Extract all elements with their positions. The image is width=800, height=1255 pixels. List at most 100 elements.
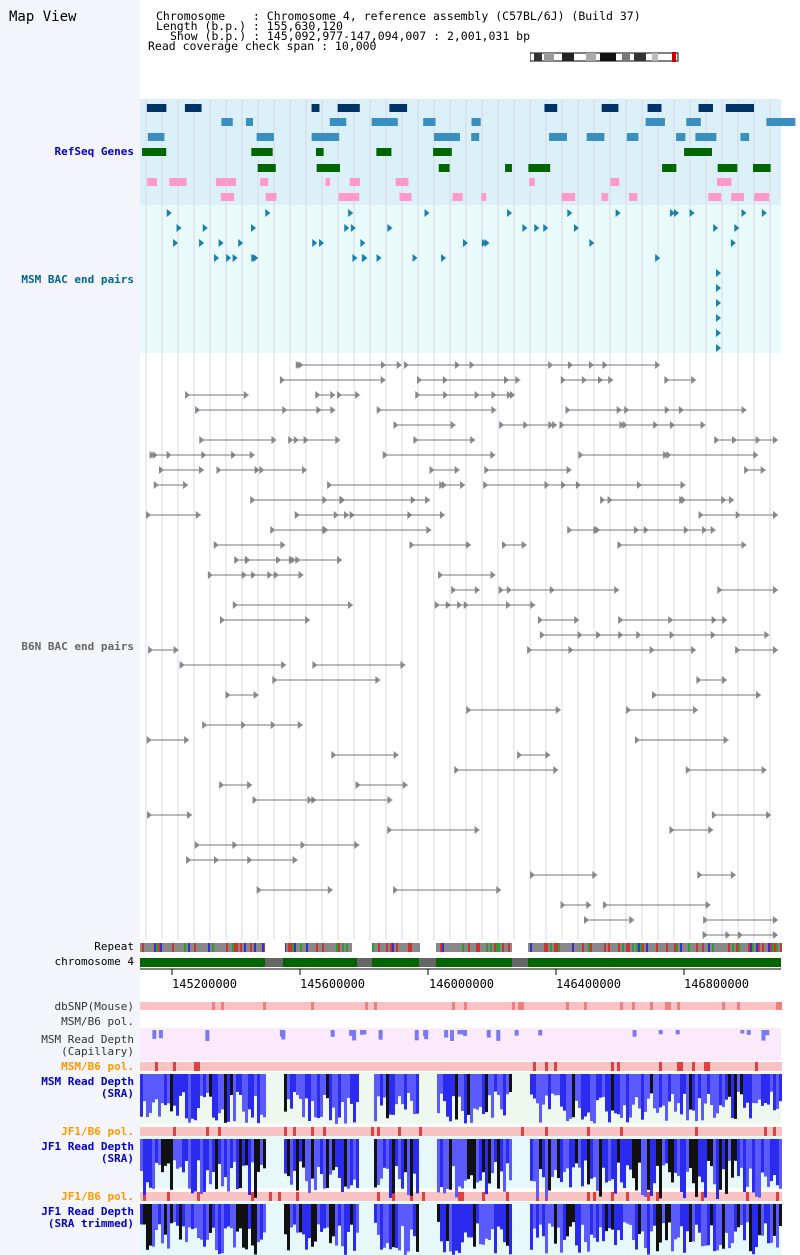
density-strip [203,1192,206,1201]
b6n-bac-end [336,391,342,399]
depth-bar [437,1074,440,1114]
depth-bar [755,1074,758,1104]
msm-bac-label[interactable]: MSM BAC end pairs [21,273,134,286]
density-strip [320,1192,323,1201]
density-strip [776,1127,779,1136]
capillary-depth-mark [457,1030,462,1035]
refseq-genes-label[interactable]: RefSeq Genes [54,145,134,158]
depth-bar [386,1074,389,1119]
depth-bar [737,1204,740,1228]
density-strip [515,1192,518,1201]
b6n-bac-end [702,931,708,939]
density-strip [728,1127,731,1136]
density-strip [500,1002,503,1010]
density-strip [470,1127,473,1136]
repeat-block [392,943,394,952]
msm-bac-end [226,254,232,262]
depth-bar [284,1139,287,1174]
repeat-block [540,943,542,952]
density-strip [338,1062,341,1071]
density-strip [251,1062,254,1071]
depth-bar [596,1074,599,1101]
density-strip [515,1127,518,1136]
depth-bar [686,1074,689,1121]
density-strip [314,1062,317,1071]
depth-bar [302,1139,305,1168]
density-strip [563,1192,566,1201]
repeat-block [252,943,254,952]
density-strip [620,1192,623,1201]
depth-bar [476,1074,479,1110]
density-strip [383,1192,386,1201]
density-strip [329,1002,332,1010]
msm-bac-end [589,239,595,247]
b6n-bac-end [426,526,432,534]
depth-bar [389,1074,392,1115]
depth-bar [620,1074,623,1118]
b6n-bac-label[interactable]: B6N BAC end pairs [21,640,134,653]
density-strip [449,1127,452,1136]
density-strip [653,1002,656,1010]
depth-bar [716,1074,719,1114]
b6n-bac-end [483,481,489,489]
depth-bar [332,1139,335,1171]
capillary-depth-mark [496,1030,501,1041]
depth-bar [230,1074,233,1096]
ideogram-band [562,53,574,61]
depth-bar [311,1204,314,1247]
depth-bar [194,1074,197,1121]
b6n-bac-end [741,406,747,414]
density-strip [665,1002,668,1010]
depth-bar [590,1074,593,1122]
refseq-gene [147,178,158,186]
density-strip [743,1002,746,1010]
density-strip [470,1192,473,1201]
msm-bac-end [319,239,325,247]
density-strip [206,1192,209,1201]
b6n-bac-end [439,511,445,519]
density-strip [533,1062,536,1071]
density-strip [686,1002,689,1010]
b6n-bac-end [185,391,191,399]
depth-bar [407,1204,410,1252]
density-strip [443,1002,446,1010]
density-strip [341,1192,344,1201]
depth-bar [749,1204,752,1252]
axis-tick-2: 145600000 [300,977,366,991]
b6n-bac-end [619,421,625,429]
capillary-depth-mark [444,1030,449,1038]
refseq-gene [423,118,436,126]
depth-bar [731,1074,734,1119]
density-strip [662,1062,665,1071]
repeat-block [722,943,724,952]
msm-bac-end [484,239,490,247]
refseq-gene [544,104,558,112]
depth-bar [197,1204,200,1239]
depth-bar [440,1204,443,1242]
capillary-depth-mark [514,1030,519,1036]
density-strip [362,1002,365,1010]
density-strip [644,1062,647,1071]
density-strip [596,1192,599,1201]
repeat-block [254,943,256,952]
density-strip [719,1002,722,1010]
depth-bar [638,1139,641,1163]
density-strip [656,1002,659,1010]
b6n-bac-end [723,736,729,744]
density-strip [683,1002,686,1010]
depth-bar [755,1204,758,1248]
density-strip [242,1127,245,1136]
density-strip [317,1192,320,1201]
density-strip [698,1192,701,1201]
depth-bar [257,1139,260,1172]
repeat-block [576,943,578,952]
depth-bar [644,1074,647,1112]
depth-bar [482,1074,485,1115]
repeat-block [440,943,442,952]
chromosome-ideogram[interactable] [530,52,682,62]
density-strip [158,1062,161,1071]
density-strip [164,1192,167,1201]
density-strip [206,1002,209,1010]
density-strip [692,1127,695,1136]
repeat-block [466,943,468,952]
